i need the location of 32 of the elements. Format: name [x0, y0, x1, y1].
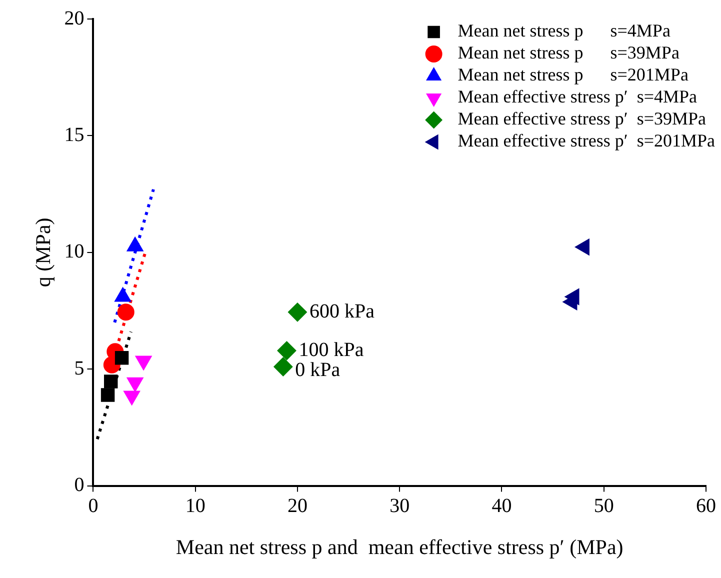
point	[104, 374, 118, 388]
y-tick-label: 10	[64, 240, 84, 263]
y-tick-label: 20	[64, 7, 84, 30]
annotation: 100 kPa	[298, 338, 364, 361]
x-tick-label: 30	[390, 495, 410, 518]
x-tick-label: 60	[696, 495, 716, 518]
annotation: 600 kPa	[309, 300, 375, 322]
point	[288, 302, 307, 322]
point	[100, 388, 115, 402]
annotation: 0 kPa	[295, 359, 340, 382]
legend-label: Mean effective stress p′ s=39MPa	[458, 108, 706, 129]
legend-label: Mean net stress p s=4MPa	[458, 20, 670, 41]
x-axis-title: Mean net stress p and mean effective stress p′ (MPa)	[176, 534, 624, 559]
point	[564, 288, 580, 306]
x-tick-label: 10	[185, 495, 206, 518]
legend-label: Mean effective stress p′ s=201MPa	[458, 130, 716, 151]
x-tick-label: 0	[88, 495, 98, 518]
y-tick-label: 15	[64, 124, 84, 146]
x-tick-label: 20	[287, 495, 308, 518]
x-tick-label: 40	[492, 495, 512, 518]
y-tick-label: 0	[74, 474, 84, 496]
point	[277, 341, 296, 360]
point	[114, 351, 129, 365]
y-tick-label: 5	[74, 357, 84, 380]
point	[274, 357, 293, 376]
y-axis-title: q (MPa)	[31, 218, 56, 288]
point	[574, 238, 590, 256]
legend-label: Mean net stress p s=201MPa	[458, 64, 688, 85]
legend-label: Mean effective stress p′ s=4MPa	[458, 86, 698, 107]
x-tick-label: 50	[594, 495, 614, 518]
point	[117, 304, 134, 321]
legend-label: Mean net stress p s=39MPa	[458, 42, 680, 63]
